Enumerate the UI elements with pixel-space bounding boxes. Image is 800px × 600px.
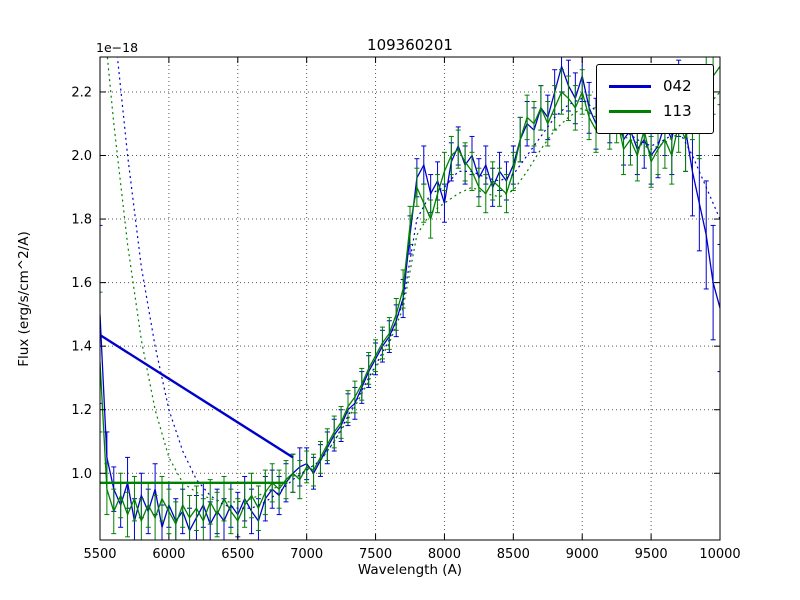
x-axis-label: Wavelength (A) bbox=[357, 562, 463, 578]
legend: 042 113 bbox=[596, 64, 714, 134]
ticks bbox=[99, 57, 721, 540]
legend-swatch-042 bbox=[609, 85, 651, 88]
x-tick-label: 9500 bbox=[635, 547, 668, 562]
x-tick-label: 9000 bbox=[566, 547, 599, 562]
axes-frame bbox=[99, 56, 721, 541]
y-axis-label: Flux (erg/s/cm^2/A) bbox=[16, 231, 32, 367]
x-tick-label: 7000 bbox=[290, 547, 323, 562]
series-113-model-line bbox=[106, 57, 720, 503]
x-tick-label: 8000 bbox=[428, 547, 461, 562]
x-tick-label: 5500 bbox=[83, 547, 116, 562]
tick-labels: 5500 6000 6500 7000 7500 8000 8500 9000 9500 1000… bbox=[71, 85, 740, 562]
x-tick-label: 6500 bbox=[221, 547, 254, 562]
series-042-fit bbox=[100, 333, 294, 459]
series-042-fit-line bbox=[100, 333, 294, 459]
legend-label-113: 113 bbox=[663, 102, 692, 120]
y-tick-label: 1.0 bbox=[71, 467, 92, 482]
y-tick-label: 2.0 bbox=[71, 149, 92, 164]
y-tick-label: 1.2 bbox=[71, 403, 92, 418]
x-tick-label: 10000 bbox=[699, 547, 740, 562]
y-tick-label: 1.6 bbox=[71, 276, 92, 291]
x-tick-label: 7500 bbox=[359, 547, 392, 562]
legend-entry-113: 113 bbox=[609, 99, 701, 124]
series-113-model bbox=[106, 57, 720, 503]
legend-label-042: 042 bbox=[663, 77, 692, 95]
legend-entry-042: 042 bbox=[609, 74, 701, 99]
x-tick-label: 6000 bbox=[152, 547, 185, 562]
y-axis-offset-label: 1e−18 bbox=[96, 40, 139, 55]
y-tick-label: 1.4 bbox=[71, 340, 92, 355]
chart-title: 109360201 bbox=[367, 36, 453, 54]
y-tick-label: 2.2 bbox=[71, 85, 92, 100]
series-042-line bbox=[100, 64, 720, 533]
y-tick-label: 1.8 bbox=[71, 213, 92, 228]
legend-swatch-113 bbox=[609, 110, 651, 113]
x-tick-label: 8500 bbox=[497, 547, 530, 562]
